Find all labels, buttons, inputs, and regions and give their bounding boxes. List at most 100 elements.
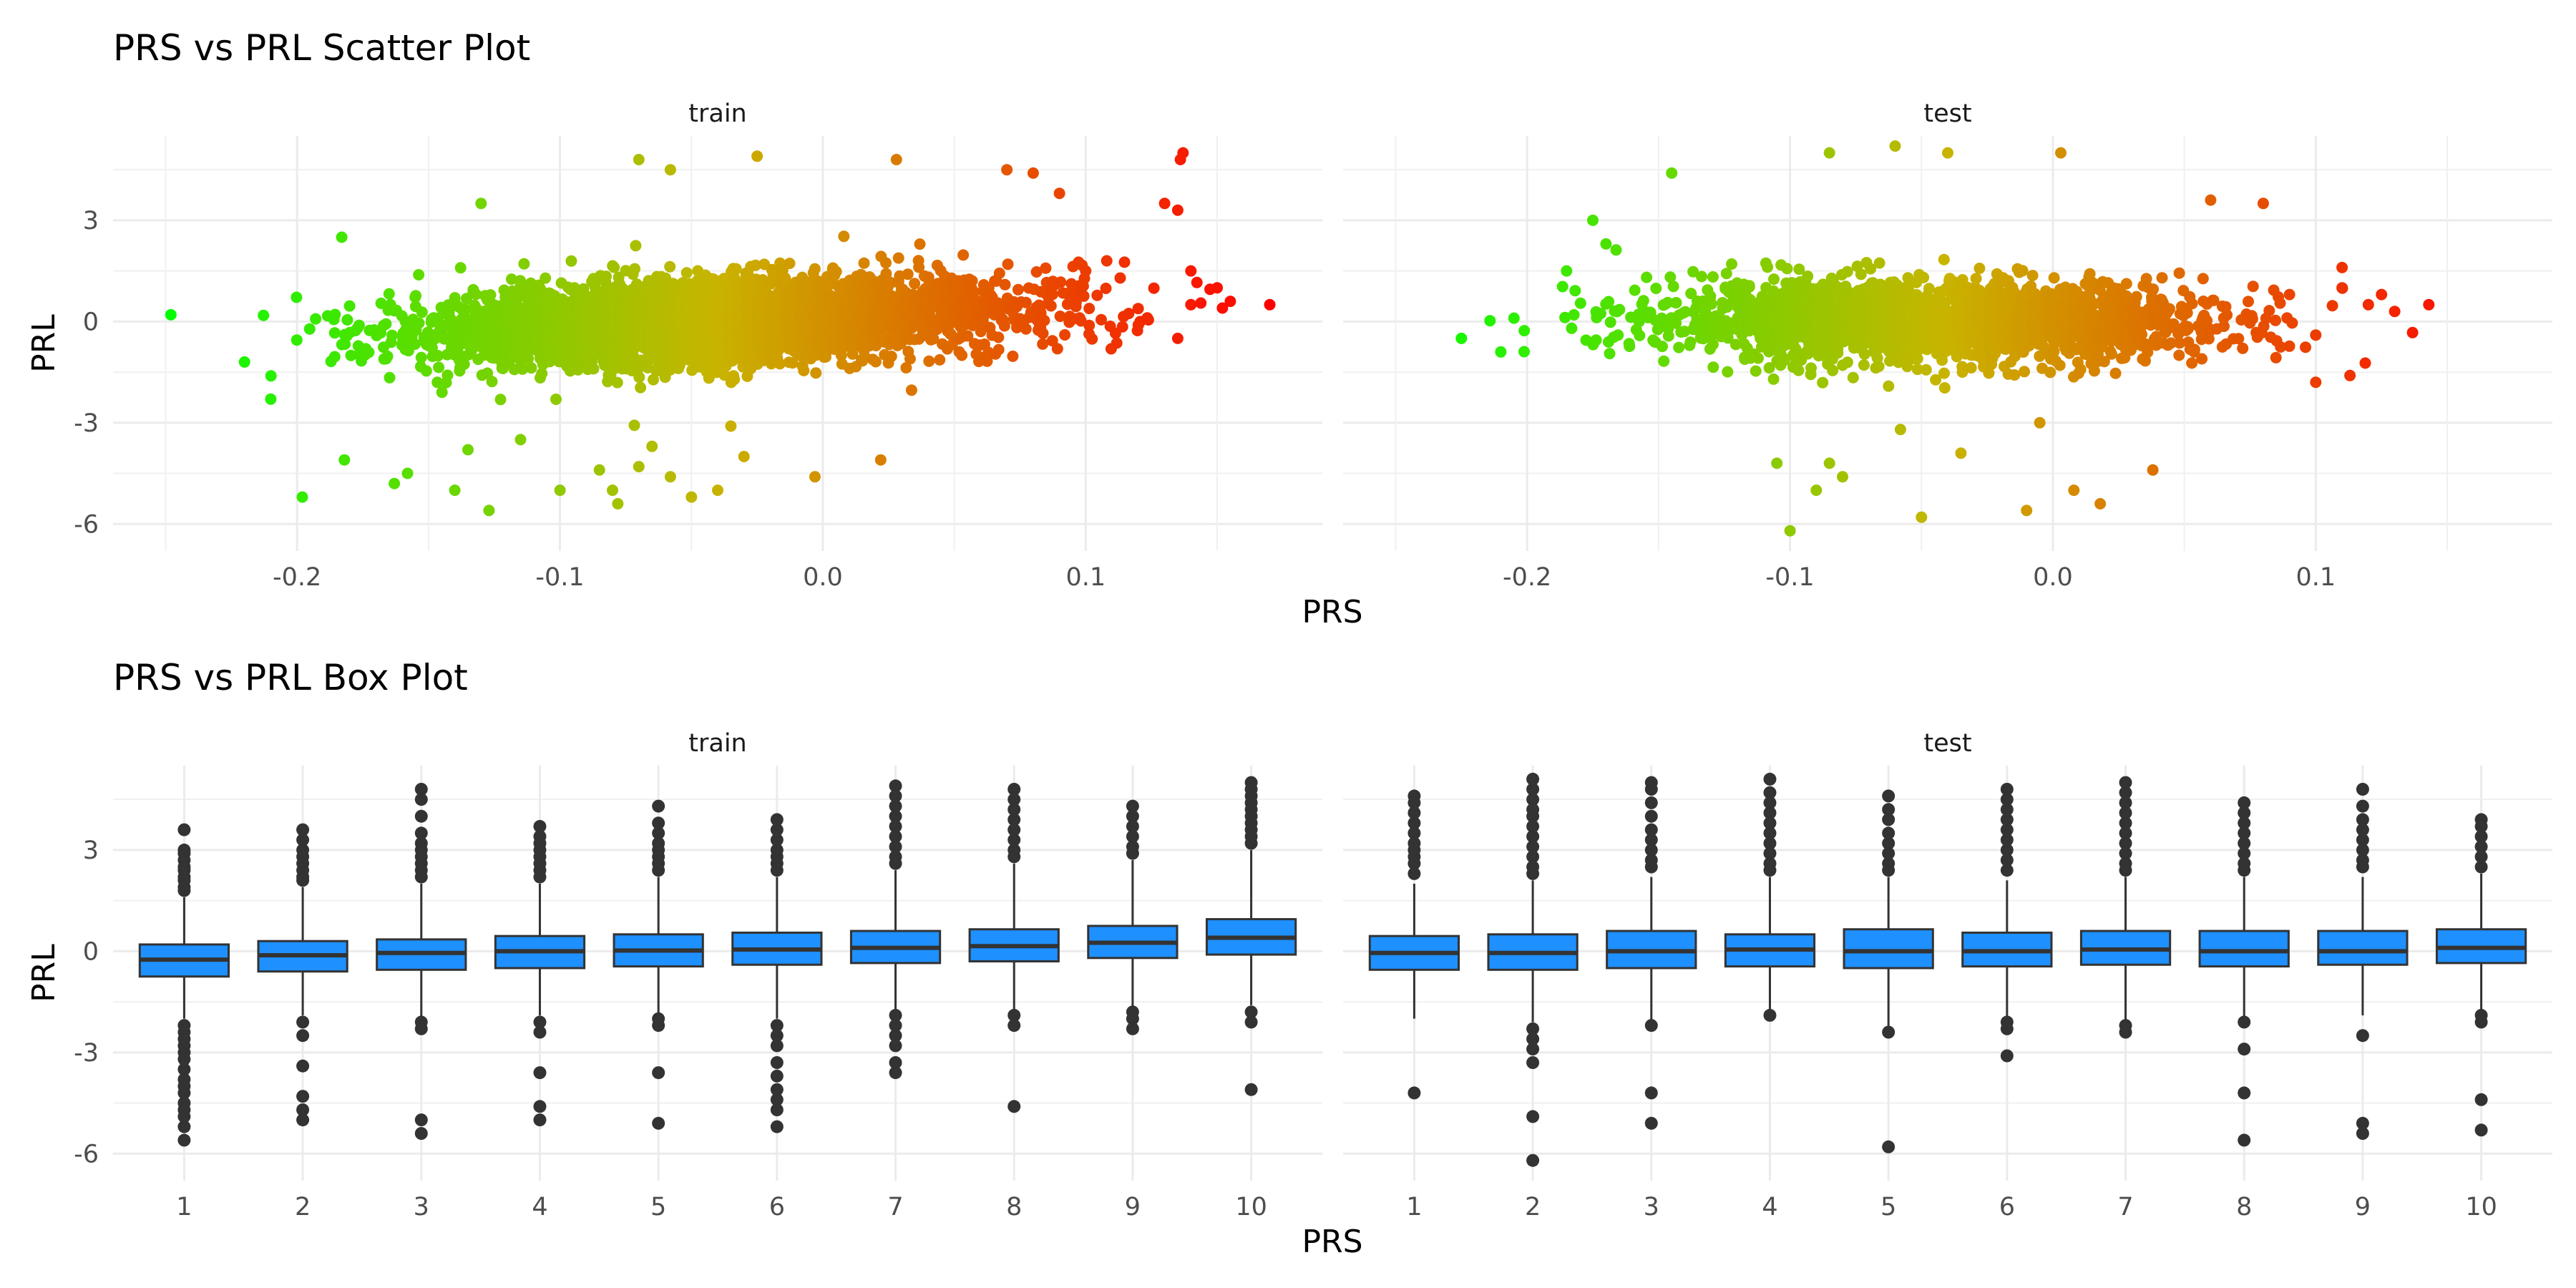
scatter-point [1767, 373, 1780, 385]
scatter-point [885, 351, 897, 362]
scatter-train-point-cloud [258, 230, 1216, 431]
scatter-point [389, 477, 401, 489]
scatter-point [1662, 330, 1674, 342]
scatter-point [1053, 187, 1065, 200]
scatter-point [1020, 323, 1032, 335]
scatter-strip-test: test [1923, 99, 1971, 128]
scatter-point [1566, 322, 1578, 334]
scatter-point [751, 150, 763, 162]
scatter-point [1827, 364, 1839, 376]
scatter-point [1556, 280, 1568, 293]
scatter-point [956, 349, 968, 361]
scatter-point [909, 278, 921, 290]
scatter-point [431, 376, 444, 389]
scatter-point [1657, 341, 1668, 353]
scatter-point [1817, 376, 1829, 389]
scatter-point [858, 257, 870, 269]
scatter-point [1667, 280, 1679, 293]
scatter-point [1614, 303, 1626, 316]
scatter-point [265, 370, 277, 382]
scatter-point [1083, 319, 1096, 331]
scatter-point [1047, 288, 1058, 301]
scatter-point [1059, 329, 1071, 341]
scatter-point [993, 267, 1005, 279]
scatter-point [608, 261, 620, 273]
scatter-point [830, 265, 842, 278]
scatter-point [633, 154, 645, 165]
scatter-point [1684, 336, 1697, 348]
scatter-point [730, 263, 742, 275]
scatter-point [905, 384, 917, 396]
scatter-point [484, 289, 497, 301]
scatter-point [1001, 164, 1013, 176]
scatter-point [565, 255, 577, 267]
scatter-point [1051, 343, 1063, 355]
scatter-point [1805, 362, 1817, 374]
scatter-point [798, 364, 810, 376]
scatter-point [1641, 271, 1653, 283]
scatter-point [728, 374, 741, 386]
scatter-point [401, 467, 414, 479]
scatter-point [630, 278, 643, 291]
scatter-point [436, 386, 448, 399]
scatter-point [291, 291, 303, 303]
scatter-point [587, 363, 600, 375]
scatter-point [554, 484, 566, 497]
scatter-point [966, 275, 978, 287]
scatter-point [470, 288, 482, 301]
scatter-point [1568, 309, 1580, 321]
scatter-point [1590, 334, 1602, 346]
scatter-point [381, 350, 394, 362]
scatter-point [1658, 355, 1670, 367]
scatter-point [1841, 356, 1853, 369]
scatter-point [1118, 256, 1131, 268]
scatter-point [413, 317, 425, 329]
scatter-point [612, 498, 624, 509]
scatter-point [1603, 296, 1615, 308]
scatter-point [1012, 283, 1024, 296]
scatter-point [458, 358, 470, 370]
scatter-point [633, 461, 645, 473]
scatter-point [1185, 298, 1197, 311]
scatter-panel-test [1343, 136, 2552, 551]
scatter-point [1569, 285, 1581, 297]
scatter-point [646, 440, 658, 452]
scatter-point [328, 351, 341, 363]
scatter-point [600, 270, 612, 283]
scatter-point [1086, 333, 1098, 345]
scatter-point [1191, 276, 1203, 288]
scatter-point [1604, 316, 1616, 328]
scatter-point [1781, 263, 1793, 275]
scatter-point [432, 350, 444, 362]
scatter-point [1911, 353, 1923, 365]
scatter-point [1726, 258, 1737, 270]
scatter-point [1858, 348, 1870, 360]
scatter-point [904, 353, 916, 365]
scatter-point [635, 381, 647, 394]
scatter-point [1858, 359, 1870, 371]
scatter-point [1040, 262, 1052, 274]
scatter-point [336, 231, 348, 243]
scatter-point [416, 306, 428, 318]
scatter-point [1518, 346, 1530, 358]
scatter-point [475, 197, 487, 210]
scatter-point [1142, 314, 1154, 326]
scatter-point [1037, 328, 1049, 339]
scatter-point [1918, 271, 1930, 283]
scatter-point [1670, 297, 1682, 308]
scatter-point [1080, 265, 1092, 277]
scatter-point [1696, 270, 1707, 283]
scatter-point [1920, 364, 1932, 376]
scatter-point [386, 329, 398, 341]
scatter-point [296, 491, 308, 503]
scatter-point [880, 257, 892, 269]
scatter-point [310, 313, 322, 325]
scatter-point [494, 394, 507, 406]
scatter-point [1171, 204, 1184, 216]
scatter-point [1045, 300, 1057, 312]
scatter-point [664, 260, 676, 273]
scatter-point [1629, 284, 1641, 296]
scatter-point [611, 376, 623, 389]
scatter-point [415, 351, 427, 364]
scatter-point [874, 454, 887, 466]
